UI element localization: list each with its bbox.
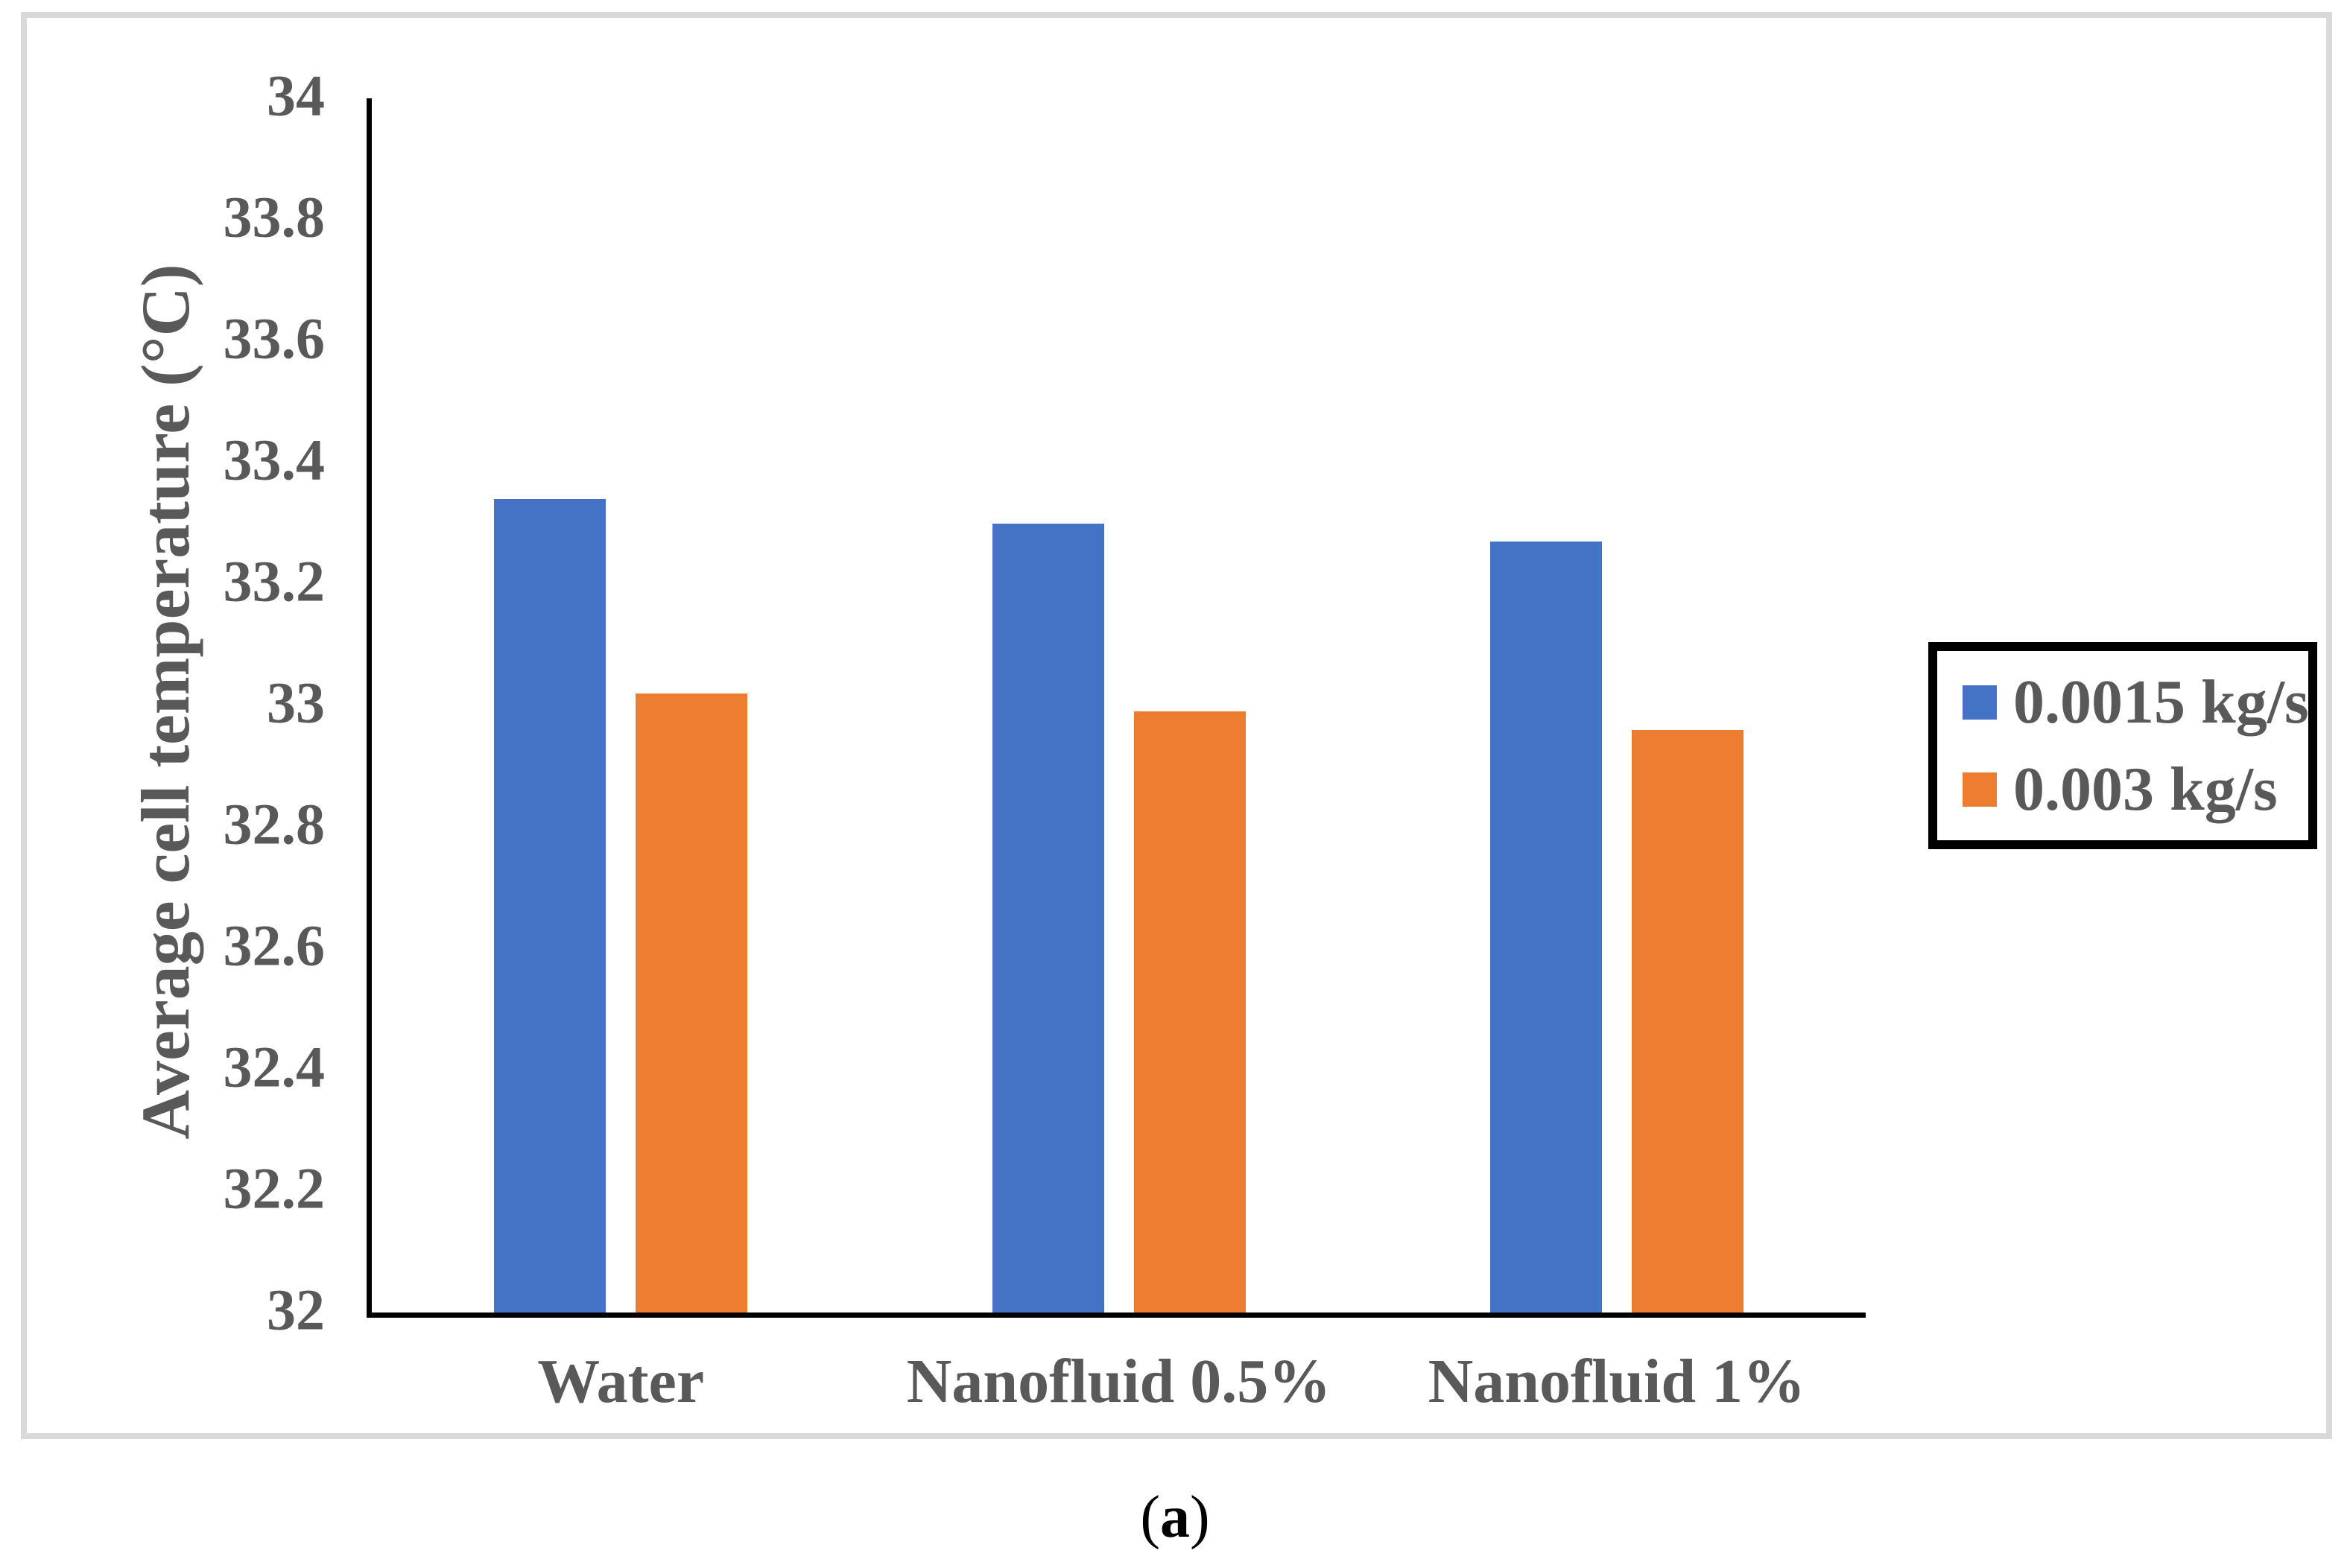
y-tick-label-32: 32	[267, 1277, 325, 1342]
legend-label-series1: 0.0015 kg/s	[2013, 667, 2309, 737]
bar-nanofluid-1-0.003-kg-s	[1631, 729, 1744, 1313]
y-tick-label-32.4: 32.4	[223, 1034, 326, 1099]
bar-water-0.003-kg-s	[636, 693, 748, 1313]
y-tick-label-32.8: 32.8	[223, 791, 326, 857]
plot-area	[367, 98, 1866, 1318]
y-tick-label-34: 34	[267, 63, 325, 128]
y-tick-label-32.2: 32.2	[223, 1155, 326, 1221]
x-axis-label-water: Water	[537, 1347, 705, 1416]
bar-water-0.0015-kg-s	[494, 498, 606, 1313]
figure-caption: (a)	[0, 1484, 2350, 1552]
bar-nanofluid-1-0.0015-kg-s	[1489, 541, 1602, 1313]
legend-item-series1: 0.0015 kg/s	[1963, 666, 2309, 738]
legend: 0.0015 kg/s 0.003 kg/s	[1928, 642, 2317, 849]
x-axis-label-nanofluid-0.5: Nanofluid 0.5%	[906, 1347, 1331, 1416]
caption-close-paren: )	[1190, 1485, 1210, 1550]
y-tick-label-33.6: 33.6	[223, 305, 326, 371]
caption-open-paren: (	[1140, 1485, 1160, 1550]
legend-swatch-blue	[1963, 685, 1997, 720]
y-tick-label-32.6: 32.6	[223, 912, 326, 978]
legend-swatch-orange	[1963, 772, 1997, 807]
y-tick-label-33.4: 33.4	[223, 427, 326, 492]
y-tick-label-33: 33	[267, 670, 325, 735]
y-tick-label-33.8: 33.8	[223, 184, 326, 250]
caption-letter: a	[1160, 1485, 1190, 1550]
legend-item-series2: 0.003 kg/s	[1963, 753, 2301, 825]
legend-label-series2: 0.003 kg/s	[2013, 755, 2278, 824]
chart-frame: Average cell temperature (°C) 32 32.2 32.4…	[21, 12, 2332, 1439]
bar-nanofluid-0.5-0.003-kg-s	[1133, 711, 1246, 1313]
bar-nanofluid-0.5-0.0015-kg-s	[992, 523, 1104, 1313]
x-axis-label-nanofluid-1: Nanofluid 1%	[1428, 1347, 1806, 1416]
y-tick-label-33.2: 33.2	[223, 548, 326, 614]
